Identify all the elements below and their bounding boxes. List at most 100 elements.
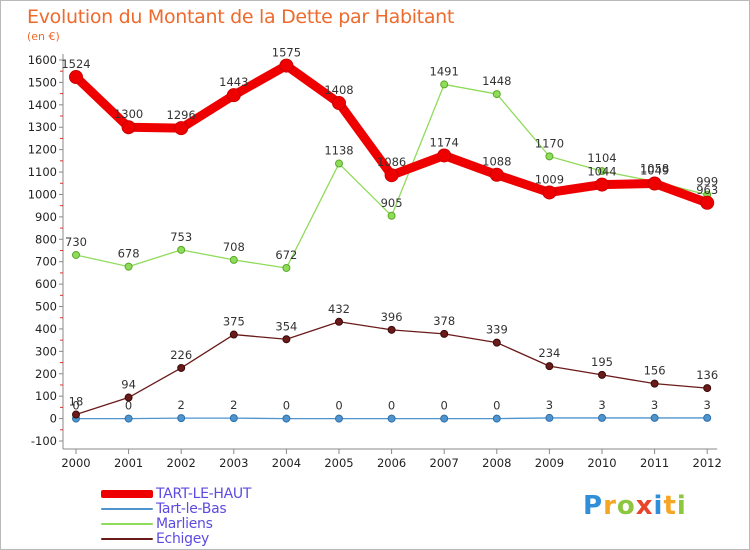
data-point (335, 414, 343, 423)
data-point (229, 330, 238, 339)
data-label: 1044 (587, 165, 616, 179)
data-label: 1300 (114, 107, 143, 121)
data-label: 1524 (61, 57, 90, 71)
data-label: 1170 (535, 136, 564, 150)
data-point (650, 413, 659, 422)
data-label: 375 (223, 315, 245, 329)
data-label: 753 (170, 230, 192, 244)
data-label: 678 (118, 247, 140, 261)
data-point (332, 96, 346, 111)
data-label: 432 (328, 302, 350, 316)
data-point (384, 168, 399, 183)
data-point (177, 414, 186, 423)
legend-swatch (101, 523, 153, 525)
data-label: 396 (381, 310, 403, 324)
x-tick-label: 2006 (377, 456, 406, 470)
data-point (647, 176, 662, 191)
data-label: 195 (591, 355, 613, 369)
y-tick-label: 600 (35, 277, 57, 291)
data-label: 2 (230, 398, 237, 412)
x-tick-label: 2005 (324, 456, 353, 470)
data-point (703, 413, 712, 422)
data-point (492, 90, 501, 99)
data-point (598, 413, 606, 422)
legend-swatch (101, 508, 153, 510)
data-label: 0 (283, 399, 290, 413)
data-point (595, 177, 609, 192)
y-tick-label: 1300 (28, 120, 57, 134)
y-tick-label: 1600 (28, 53, 57, 67)
data-label: 1058 (640, 161, 669, 175)
y-tick-label: 1400 (28, 98, 57, 112)
data-point (700, 195, 715, 210)
data-label: 2 (178, 398, 185, 412)
y-tick-label: -100 (31, 434, 57, 448)
x-tick-label: 2001 (114, 456, 143, 470)
data-point (440, 329, 449, 338)
data-point (437, 148, 452, 163)
proxiti-logo: Proxiti (583, 491, 687, 521)
unit-label: (en €) (27, 30, 60, 43)
data-point (545, 362, 554, 371)
data-label: 905 (381, 196, 403, 210)
data-point (226, 88, 241, 103)
data-point (177, 363, 186, 372)
data-label: 354 (275, 319, 297, 333)
data-point (489, 167, 504, 182)
data-label: 0 (388, 399, 395, 413)
legend-label: Echigey (156, 531, 209, 547)
data-point (545, 413, 554, 422)
data-label: 0 (441, 399, 448, 413)
data-label: 234 (538, 346, 560, 360)
data-label: 1174 (430, 135, 459, 149)
y-tick-label: 500 (35, 300, 57, 314)
data-label: 1443 (219, 75, 248, 89)
x-tick-label: 2007 (430, 456, 459, 470)
data-point (69, 70, 83, 85)
logo-letter: i (653, 491, 664, 521)
y-tick-label: 1000 (28, 187, 57, 201)
logo-letter: i (676, 491, 687, 521)
data-label: 1491 (430, 64, 459, 78)
data-label: 378 (433, 314, 455, 328)
data-point (229, 414, 238, 423)
data-label: 708 (223, 240, 245, 254)
y-tick-label: 1500 (28, 75, 57, 89)
data-label: 156 (644, 364, 666, 378)
data-point (387, 325, 396, 334)
data-point (124, 393, 133, 402)
chart-title: Evolution du Montant de la Dette par Hab… (27, 6, 455, 28)
data-label: 1104 (587, 151, 616, 165)
y-tick-label: 800 (35, 232, 57, 246)
data-label: 0 (125, 399, 132, 413)
data-label: 999 (696, 175, 718, 189)
data-label: 1448 (482, 74, 511, 88)
data-point (335, 159, 343, 168)
data-label: 1086 (377, 155, 406, 169)
data-point (229, 255, 238, 264)
data-label: 0 (493, 399, 500, 413)
y-tick-label: 1100 (28, 165, 57, 179)
data-point (545, 152, 554, 161)
data-point (279, 58, 294, 73)
x-tick-label: 2003 (219, 456, 248, 470)
legend-label: Tart-le-Bas (156, 501, 227, 517)
data-label: 963 (696, 183, 718, 197)
data-label: 136 (696, 368, 718, 382)
legend-label: TART-LE-HAUT (156, 486, 252, 502)
legend-swatch (101, 490, 153, 498)
data-point (282, 263, 291, 272)
x-tick-label: 2002 (167, 456, 196, 470)
y-tick-label: 0 (50, 412, 57, 426)
x-tick-label: 2010 (587, 456, 616, 470)
data-label: 94 (121, 378, 136, 392)
data-point (542, 185, 557, 200)
data-label: 3 (546, 398, 553, 412)
data-label: 1049 (640, 163, 669, 177)
data-point (124, 262, 133, 271)
data-point (121, 120, 136, 135)
data-point (703, 384, 712, 393)
data-label: 730 (65, 235, 87, 249)
